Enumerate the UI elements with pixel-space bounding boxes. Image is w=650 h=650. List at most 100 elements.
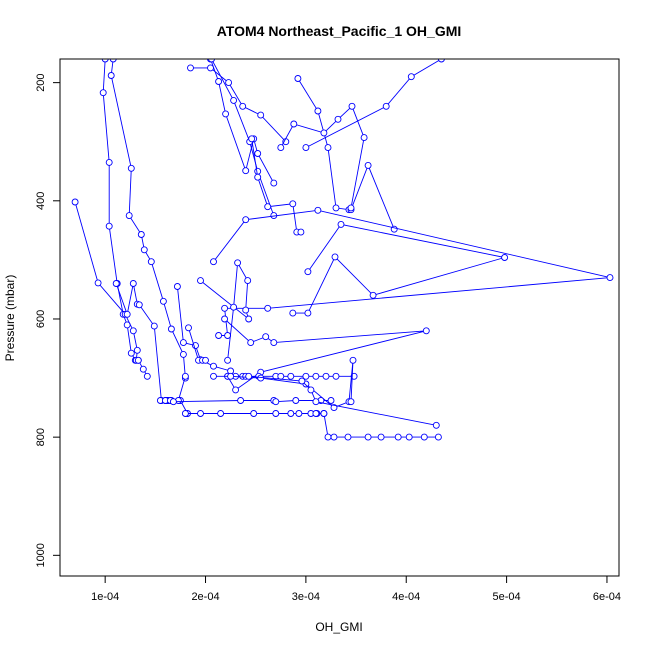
series-23	[312, 410, 442, 441]
data-point	[208, 59, 215, 63]
data-point	[225, 79, 233, 87]
data-point	[337, 220, 345, 228]
series-line	[102, 59, 139, 361]
data-point	[101, 59, 109, 63]
data-point	[127, 349, 135, 357]
data-point	[314, 206, 322, 214]
data-point	[254, 173, 262, 181]
x-tick-label: 5e-04	[493, 591, 521, 603]
data-point	[420, 433, 428, 441]
data-point	[304, 268, 312, 276]
data-point	[181, 410, 189, 417]
data-point	[382, 102, 390, 110]
data-point	[244, 277, 252, 285]
data-point	[320, 129, 328, 137]
data-point	[320, 410, 328, 417]
data-point	[432, 421, 440, 429]
data-point	[127, 164, 135, 172]
series-12	[294, 75, 398, 233]
plot-frame	[59, 58, 620, 577]
data-point	[140, 246, 148, 254]
data-point	[150, 322, 158, 330]
data-point	[349, 356, 357, 364]
data-point	[289, 200, 297, 208]
series-line	[160, 376, 186, 401]
series-24	[245, 372, 440, 429]
plot-area	[71, 59, 614, 441]
series-line	[297, 78, 395, 230]
series-line	[305, 59, 442, 149]
series-8	[187, 64, 290, 146]
data-point	[302, 144, 310, 152]
x-tick-label: 4e-04	[392, 591, 420, 603]
data-point	[245, 315, 253, 323]
data-point	[217, 410, 225, 417]
data-point	[298, 377, 306, 385]
data-point	[377, 433, 385, 441]
x-tick-label: 3e-04	[292, 591, 320, 603]
data-point	[348, 102, 356, 110]
series-20	[210, 356, 357, 412]
data-point	[234, 259, 242, 267]
data-point	[287, 372, 295, 380]
data-point	[179, 350, 187, 358]
series-line	[292, 223, 505, 314]
data-point	[239, 102, 247, 110]
data-point	[125, 212, 133, 220]
data-point	[312, 398, 320, 406]
data-point	[257, 111, 265, 119]
y-axis: 200 400 600 800 1000	[35, 73, 61, 568]
data-point	[210, 258, 217, 266]
data-point	[272, 410, 280, 417]
data-point	[324, 433, 332, 441]
data-point	[394, 433, 402, 441]
data-point	[332, 204, 340, 212]
y-axis-label: Pressure (mbar)	[3, 275, 17, 362]
data-point	[330, 404, 338, 412]
data-point	[330, 433, 338, 441]
data-point	[147, 258, 155, 266]
data-point	[407, 73, 415, 81]
data-point	[159, 297, 167, 305]
x-tick-label: 6e-04	[593, 591, 621, 603]
series-1	[99, 59, 142, 364]
data-point	[185, 324, 192, 332]
data-point	[245, 372, 253, 380]
data-point	[304, 309, 312, 317]
data-point	[109, 59, 117, 63]
data-point	[129, 327, 137, 335]
data-point	[302, 372, 310, 380]
y-tick-label: 400	[35, 192, 47, 210]
data-point	[327, 397, 335, 404]
data-point	[134, 356, 142, 364]
data-point	[270, 179, 278, 187]
data-point	[344, 433, 352, 441]
data-point	[405, 433, 413, 441]
data-point	[292, 397, 300, 404]
data-point	[254, 167, 262, 175]
data-point	[295, 410, 303, 417]
data-point	[169, 398, 177, 406]
series-16	[210, 206, 614, 339]
x-axis: 1e-04 2e-04 3e-04 4e-04 5e-04 6e-04	[91, 575, 621, 603]
data-point	[105, 222, 113, 230]
data-point	[347, 398, 355, 406]
data-point	[247, 339, 255, 347]
series-3	[71, 198, 151, 380]
data-point	[347, 204, 355, 212]
series-layer	[71, 59, 614, 441]
data-point	[179, 339, 187, 347]
data-point	[434, 433, 442, 441]
data-point	[264, 304, 272, 312]
data-point	[107, 72, 115, 79]
data-point	[230, 303, 238, 311]
data-point	[210, 372, 217, 380]
series-line	[213, 209, 611, 336]
series-15	[289, 220, 509, 317]
data-point	[297, 228, 305, 236]
data-point	[221, 304, 229, 312]
data-point	[250, 410, 258, 417]
data-point	[364, 433, 372, 441]
series-line	[213, 360, 354, 409]
data-point	[290, 120, 298, 128]
